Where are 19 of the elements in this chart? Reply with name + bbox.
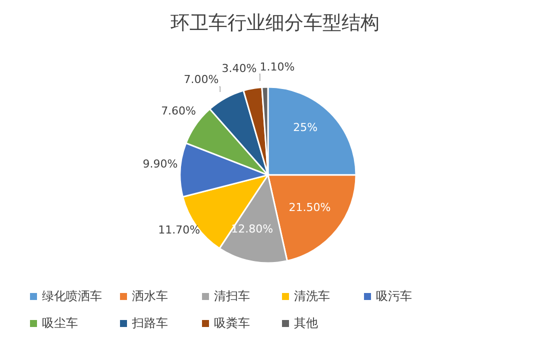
data-label: 7.60% (161, 104, 196, 118)
data-label: 1.10% (260, 60, 295, 74)
data-label: 21.50% (288, 200, 331, 214)
legend-label: 清洗车 (294, 288, 330, 305)
legend-label: 吸尘车 (42, 315, 78, 332)
data-label: 3.40% (222, 62, 257, 76)
legend-label: 吸粪车 (214, 315, 250, 332)
data-label: 7.00% (184, 73, 219, 86)
data-label: 12.80% (231, 222, 274, 236)
legend-label: 洒水车 (132, 288, 168, 305)
legend-label: 绿化喷洒车 (42, 288, 102, 305)
data-label: 9.90% (142, 157, 178, 170)
legend-label: 清扫车 (214, 288, 250, 305)
legend-label: 其他 (294, 315, 318, 332)
legend-label: 扫路车 (132, 315, 168, 332)
data-label: 11.70% (158, 223, 200, 236)
legend-label: 吸污车 (376, 288, 412, 305)
chart-title: 环卫车行业细分车型结构 (170, 11, 380, 36)
data-label: 25% (293, 121, 318, 134)
